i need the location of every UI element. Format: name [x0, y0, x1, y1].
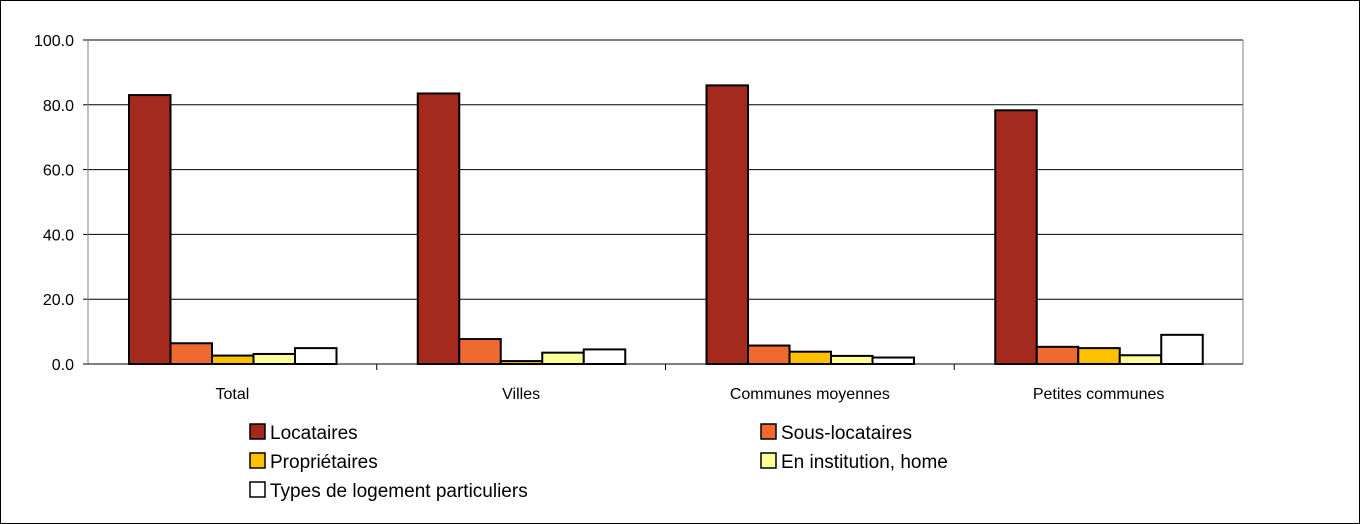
- x-tick-label: Communes moyennes: [730, 386, 890, 403]
- bar: [830, 354, 874, 365]
- y-tick-label: 40.0: [43, 227, 74, 244]
- y-tick-labels: 0.0 20.0 40.0 60.0 80.0 100.0: [34, 33, 74, 374]
- y-tick-label: 60.0: [43, 163, 74, 180]
- x-tick-label: Petites communes: [1033, 386, 1165, 403]
- legend-swatch: [760, 452, 777, 469]
- bar: [458, 338, 502, 366]
- bar: [211, 354, 255, 365]
- bar: [747, 344, 791, 366]
- bar: [582, 348, 627, 366]
- bar: [252, 352, 296, 365]
- bar: [1035, 345, 1080, 366]
- x-tick-labels: Total Villes Communes moyennes Petites comm…: [215, 364, 1164, 403]
- y-tick-label: 20.0: [43, 292, 74, 309]
- bars: [128, 84, 1204, 366]
- legend-label: Propriétaires: [270, 452, 378, 473]
- bar: [871, 356, 915, 365]
- x-tick-label: Total: [215, 386, 249, 403]
- bar: [1118, 354, 1163, 366]
- bar: [1077, 347, 1121, 365]
- legend-label: En institution, home: [781, 452, 948, 473]
- legend-swatch: [249, 423, 266, 440]
- legend-label: Types de logement particuliers: [270, 481, 528, 502]
- bar: [541, 351, 585, 366]
- legend-swatch: [249, 452, 266, 469]
- bar: [788, 350, 832, 365]
- legend: Locataires Sous-locataires Propriétaires En…: [249, 423, 948, 502]
- axes: [87, 40, 1244, 365]
- bar: [169, 342, 213, 366]
- y-tick-label: 0.0: [52, 357, 74, 374]
- legend-label: Locataires: [270, 423, 358, 444]
- bar: [416, 92, 461, 366]
- bar: [294, 347, 338, 365]
- bar: [705, 84, 749, 366]
- bar: [128, 94, 172, 366]
- gridlines: [83, 39, 1243, 365]
- y-tick-label: 100.0: [34, 33, 74, 50]
- x-tick-label: Villes: [502, 386, 540, 403]
- legend-swatch: [760, 423, 777, 440]
- y-tick-label: 80.0: [43, 98, 74, 115]
- legend-swatch: [249, 481, 266, 498]
- bar: [1160, 333, 1204, 365]
- bar: [994, 109, 1038, 365]
- legend-label: Sous-locataires: [781, 423, 912, 444]
